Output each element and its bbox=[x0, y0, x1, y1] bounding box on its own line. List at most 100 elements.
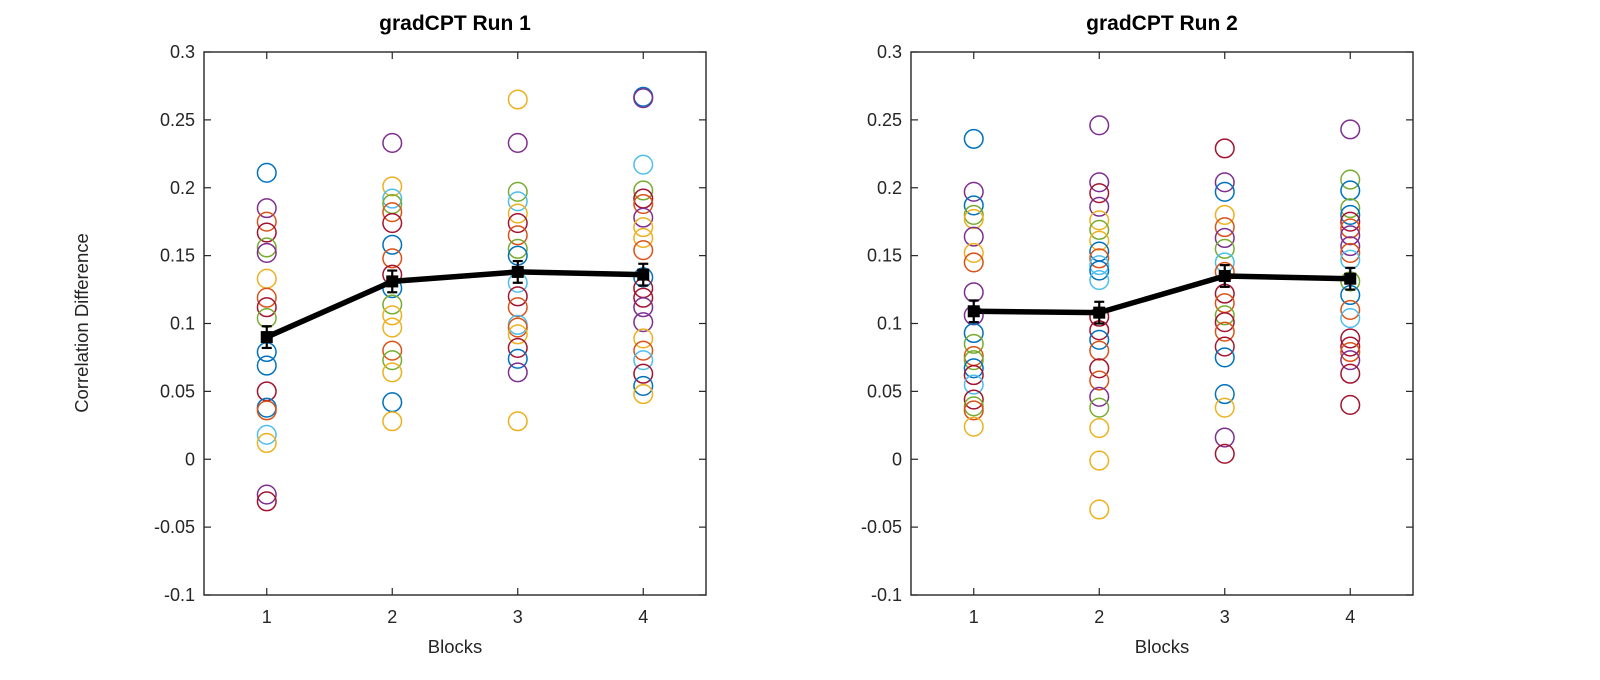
mean-marker bbox=[260, 331, 273, 344]
scatter-point bbox=[256, 297, 277, 318]
y-tick-label: 0.2 bbox=[877, 178, 902, 198]
scatter-point bbox=[963, 365, 984, 386]
scatter-point bbox=[1089, 370, 1110, 391]
scatter-point bbox=[382, 317, 403, 338]
y-tick-label: 0.3 bbox=[170, 42, 195, 62]
scatter-point bbox=[1089, 397, 1110, 418]
scatter-point bbox=[1089, 386, 1110, 407]
scatter-point bbox=[963, 396, 984, 417]
scatter-point bbox=[256, 211, 277, 232]
y-tick-label: 0.3 bbox=[877, 42, 902, 62]
scatter-point bbox=[963, 322, 984, 344]
scatter-point bbox=[382, 248, 403, 269]
scatter-point bbox=[382, 392, 403, 413]
y-tick-label: 0.05 bbox=[160, 381, 195, 401]
scatter-point bbox=[1340, 341, 1361, 363]
scatter-point bbox=[1214, 138, 1235, 159]
scatter-point bbox=[1340, 350, 1361, 371]
scatter-point bbox=[1340, 119, 1361, 140]
scatter-point bbox=[633, 312, 654, 333]
scatter-point bbox=[1340, 363, 1361, 384]
scatter-point bbox=[1089, 358, 1110, 379]
y-tick-label: 0.1 bbox=[170, 314, 195, 334]
scatter-point bbox=[963, 128, 984, 149]
scatter-point bbox=[1089, 340, 1110, 361]
scatter-point bbox=[1214, 312, 1235, 333]
scatter-point bbox=[633, 88, 654, 109]
scatter-point bbox=[1340, 299, 1361, 320]
scatter-point bbox=[633, 154, 654, 175]
scatter-point bbox=[1214, 427, 1235, 448]
scatter-point bbox=[633, 363, 654, 384]
scatter-point bbox=[256, 432, 277, 454]
y-tick-label: -0.1 bbox=[871, 585, 902, 605]
scatter-point bbox=[633, 188, 654, 209]
scatter-point bbox=[963, 374, 984, 395]
scatter-point bbox=[256, 287, 277, 308]
scatter-point bbox=[507, 411, 528, 432]
scatter-point bbox=[1089, 183, 1110, 204]
x-tick-label: 3 bbox=[513, 607, 523, 627]
scatter-point bbox=[1340, 336, 1361, 357]
scatter-point bbox=[507, 362, 528, 383]
mean-marker bbox=[1093, 306, 1106, 319]
scatter-point bbox=[1214, 217, 1235, 238]
scatter-point bbox=[382, 193, 403, 215]
scatter-point bbox=[633, 328, 654, 349]
scatter-point bbox=[1214, 347, 1235, 368]
scatter-point bbox=[382, 132, 403, 154]
scatter-point bbox=[507, 297, 528, 318]
plot1-y-axis-label: Correlation Difference bbox=[71, 233, 92, 413]
scatter-point bbox=[1214, 238, 1235, 259]
x-tick-label: 2 bbox=[387, 607, 397, 627]
scatter-point bbox=[507, 324, 528, 345]
scatter-point bbox=[633, 180, 654, 201]
x-tick-label: 2 bbox=[1094, 607, 1104, 627]
scatter-point bbox=[963, 208, 984, 230]
scatter-point bbox=[1089, 450, 1110, 471]
scatter-point bbox=[507, 286, 528, 307]
scatter-point bbox=[507, 238, 528, 259]
y-tick-label: -0.05 bbox=[154, 517, 195, 537]
scatter-point bbox=[382, 305, 403, 326]
mean-marker bbox=[386, 275, 399, 288]
scatter-point bbox=[382, 362, 403, 383]
scatter-point bbox=[256, 162, 277, 183]
scatter-point bbox=[633, 193, 654, 215]
scatter-point bbox=[633, 227, 654, 249]
scatter-point bbox=[1089, 499, 1110, 520]
scatter-point bbox=[1340, 204, 1361, 225]
x-tick-label: 3 bbox=[1220, 607, 1230, 627]
scatter-point bbox=[256, 400, 277, 421]
scatter-point bbox=[507, 181, 528, 202]
scatter-point bbox=[1089, 270, 1110, 291]
scatter-point bbox=[382, 212, 403, 234]
mean-marker bbox=[1218, 269, 1231, 282]
scatter-point bbox=[256, 242, 277, 263]
y-tick-label: 0 bbox=[892, 449, 902, 469]
scatter-point bbox=[256, 308, 277, 329]
y-tick-label: 0.15 bbox=[867, 246, 902, 266]
scatter-point bbox=[256, 198, 277, 219]
scatter-point bbox=[256, 484, 277, 505]
scatter-point bbox=[963, 204, 984, 225]
plot2-title: gradCPT Run 2 bbox=[1086, 12, 1238, 35]
y-tick-label: 0.25 bbox=[867, 110, 902, 130]
x-tick-label: 1 bbox=[262, 607, 272, 627]
scatter-point bbox=[256, 222, 277, 243]
plot2-x-axis-label: Blocks bbox=[1134, 636, 1190, 657]
mean-marker bbox=[637, 268, 650, 281]
y-tick-label: 0.1 bbox=[877, 314, 902, 334]
scatter-point bbox=[382, 176, 403, 197]
y-tick-label: -0.1 bbox=[164, 585, 195, 605]
scatter-point bbox=[1340, 328, 1361, 349]
mean-line bbox=[264, 269, 646, 340]
scatter-point bbox=[1340, 225, 1361, 246]
scatter-point bbox=[963, 195, 984, 216]
scatter-point bbox=[1089, 210, 1110, 231]
scatter-point bbox=[633, 207, 654, 228]
scatter-point bbox=[633, 350, 654, 371]
mean-line bbox=[971, 273, 1353, 316]
